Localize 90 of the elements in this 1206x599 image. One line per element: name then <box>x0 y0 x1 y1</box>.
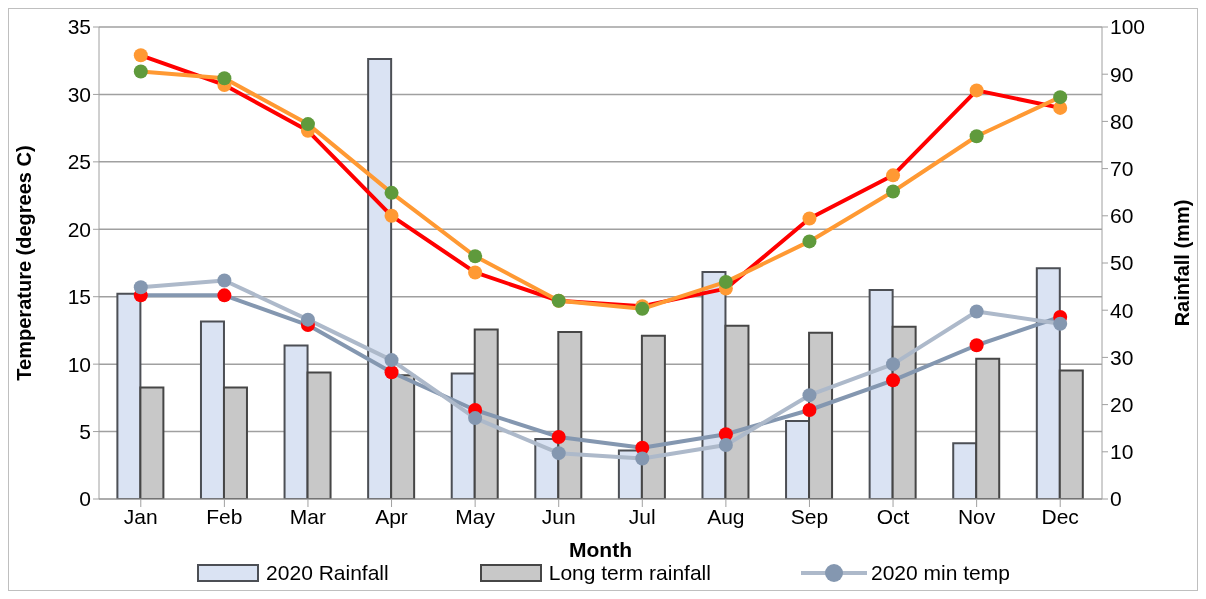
point <box>802 211 817 226</box>
y-tick-label: 15 <box>67 285 91 309</box>
point <box>802 234 817 249</box>
legend-label: Long term rainfall <box>548 561 711 585</box>
bar <box>199 320 225 499</box>
bar <box>952 442 978 499</box>
y-tick-label: 10 <box>67 352 91 376</box>
point <box>886 357 901 372</box>
y2-axis-title: Rainfall (mm) <box>1171 199 1194 327</box>
point <box>384 208 399 223</box>
x-tick-label: Jun <box>541 504 576 528</box>
point <box>384 365 399 380</box>
y2-tick-label: 20 <box>1110 393 1134 417</box>
y2-tick-label: 90 <box>1110 62 1134 86</box>
x-tick-label: Oct <box>876 504 910 528</box>
y2-tick-label: 60 <box>1110 204 1134 228</box>
bar <box>975 357 1001 499</box>
y2-tick-label: 50 <box>1110 251 1134 275</box>
y-tick-label: 35 <box>67 15 91 39</box>
point <box>718 438 733 453</box>
bar <box>367 58 393 499</box>
point <box>468 249 483 264</box>
x-tick-label: Dec <box>1041 504 1079 528</box>
legend-label: 2020 min temp <box>870 561 1010 585</box>
bar <box>283 344 309 499</box>
bar <box>640 334 666 499</box>
y2-tick-label: 40 <box>1110 298 1134 322</box>
bar <box>557 330 583 499</box>
x-tick-label: Nov <box>957 504 996 528</box>
point <box>886 184 901 199</box>
point <box>217 71 232 86</box>
x-tick-label: Sep <box>790 504 829 528</box>
y-tick-label: 0 <box>79 487 91 511</box>
bar <box>473 328 499 499</box>
point <box>1053 316 1068 331</box>
y-tick-label: 20 <box>67 217 91 241</box>
y2-tick-label: 70 <box>1110 157 1134 181</box>
point <box>300 312 315 327</box>
point <box>969 304 984 319</box>
bar <box>785 420 811 499</box>
point <box>384 353 399 368</box>
bar <box>306 371 332 499</box>
point <box>802 388 817 403</box>
y2-tick-label: 80 <box>1110 109 1134 133</box>
point <box>384 185 399 200</box>
x-tick-label: Apr <box>375 504 408 528</box>
bar <box>1035 267 1061 499</box>
point <box>969 338 984 353</box>
y-tick-label: 5 <box>79 420 91 444</box>
point <box>635 451 650 466</box>
point <box>217 273 232 288</box>
point <box>133 64 148 79</box>
y-tick-label: 25 <box>67 150 91 174</box>
x-tick-label: Feb <box>206 504 243 528</box>
point <box>1053 90 1068 105</box>
bar <box>116 292 142 499</box>
x-tick-label: Jul <box>628 504 656 528</box>
point <box>802 402 817 417</box>
legend-label: 2020 Rainfall <box>266 561 389 585</box>
y-axis-title: Temperature (degrees C) <box>13 145 36 381</box>
point <box>468 411 483 426</box>
x-axis-title: Month <box>569 538 632 561</box>
point <box>468 265 483 280</box>
point <box>886 168 901 183</box>
point <box>969 83 984 98</box>
point <box>133 48 148 63</box>
bar <box>1058 369 1084 499</box>
bar <box>891 325 917 499</box>
point <box>300 117 315 132</box>
x-tick-label: Mar <box>289 504 327 528</box>
y2-tick-label: 10 <box>1110 440 1134 464</box>
point <box>551 429 566 444</box>
x-tick-label: May <box>455 504 496 528</box>
bar <box>222 386 248 499</box>
point <box>886 373 901 388</box>
point <box>969 129 984 144</box>
y2-tick-label: 100 <box>1110 15 1146 39</box>
bar <box>808 331 834 499</box>
bar <box>139 386 165 499</box>
point <box>133 280 148 295</box>
bar <box>390 374 416 499</box>
x-tick-label: Aug <box>707 504 745 528</box>
point <box>217 288 232 303</box>
point <box>551 446 566 461</box>
point <box>718 274 733 289</box>
x-tick-label: Jan <box>123 504 158 528</box>
y-tick-label: 30 <box>67 82 91 106</box>
y2-tick-label: 30 <box>1110 345 1134 369</box>
y2-tick-label: 0 <box>1110 487 1122 511</box>
bar <box>724 324 750 499</box>
